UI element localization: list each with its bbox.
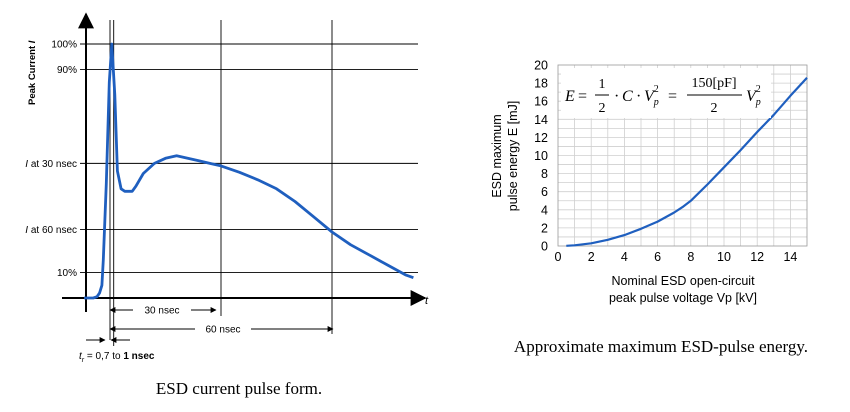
esd-energy-y-tick: 12 (534, 131, 548, 145)
esd-pulse-curve (84, 42, 414, 300)
esd-energy-x-tick: 6 (654, 250, 661, 264)
esd-energy-y-tick: 14 (534, 113, 548, 127)
esd-pulse-grid (80, 43, 418, 274)
energy-formula-bg (561, 68, 771, 118)
esd-pulse-caption: ESD current pulse form. (156, 379, 322, 398)
formula-vp2: Vp2 (746, 84, 761, 108)
esd-energy-y-tick: 4 (541, 203, 548, 217)
esd-pulse-y-tick-label: 10% (57, 268, 77, 279)
formula-dot1: · (614, 88, 619, 105)
formula-eq1: = (578, 88, 587, 105)
esd-energy-caption: Approximate maximum ESD-pulse energy. (514, 337, 808, 356)
esd-energy-y-tick: 8 (541, 167, 548, 181)
dim-30ns-label-bg (133, 302, 191, 316)
esd-energy-x-tick-labels: 0 2 4 6 8 10 12 14 (555, 250, 798, 264)
formula-den2: 2 (711, 101, 718, 116)
esd-energy-y-tick: 16 (534, 95, 548, 109)
esd-energy-y-tick: 0 (541, 240, 548, 254)
esd-energy-x-tick: 2 (588, 250, 595, 264)
esd-pulse-y-tick-label: 90% (57, 65, 77, 76)
esd-energy-x-label-line2: peak pulse voltage Vp [kV] (609, 291, 757, 305)
formula-num1: 1 (599, 77, 606, 92)
formula-eq2: = (668, 88, 677, 105)
esd-energy-plot-frame (557, 64, 808, 247)
esd-energy-curve (566, 76, 808, 247)
esd-energy-y-label-line2: pulse energy E [mJ] (506, 101, 520, 211)
formula-den1: 2 (599, 101, 606, 116)
esd-energy-y-label-line1: ESD maximum (490, 114, 504, 197)
esd-energy-x-tick: 12 (750, 250, 764, 264)
esd-energy-y-tick: 18 (534, 77, 548, 91)
energy-formula: E = 1 2 · C · Vp2 = 150[pF] 2 Vp2 (561, 68, 771, 118)
esd-energy-y-tick-labels: 0 2 4 6 8 10 12 14 16 18 20 (534, 59, 548, 254)
esd-energy-x-tick: 14 (783, 250, 797, 264)
esd-energy-x-tick: 8 (687, 250, 694, 264)
esd-energy-x-tick: 10 (717, 250, 731, 264)
esd-energy-x-label-line1: Nominal ESD open-circuit (611, 274, 755, 288)
dim-60ns-label: 60 nsec (205, 325, 240, 336)
esd-energy-y-tick: 2 (541, 221, 548, 235)
esd-energy-x-tick: 0 (555, 250, 562, 264)
formula-num2: 150[pF] (691, 76, 736, 91)
esd-energy-y-tick: 10 (534, 149, 548, 163)
rise-time-label: tr = 0,7 to 1 nsec (79, 351, 155, 364)
esd-pulse-y-tick-labels: 100% 90% I at 30 nsec I at 60 nsec 10% (25, 40, 77, 280)
esd-energy-y-tick: 20 (534, 59, 548, 73)
formula-e: E (564, 88, 575, 105)
esd-energy-x-tick: 4 (621, 250, 628, 264)
esd-pulse-y-label: Peak Current I (27, 40, 38, 105)
esd-pulse-x-label: t (425, 295, 429, 307)
formula-dot2: · (636, 88, 641, 105)
dim-60ns-label-bg (195, 321, 251, 335)
dim-30ns-label: 30 nsec (144, 306, 179, 317)
esd-energy-y-tick: 6 (541, 185, 548, 199)
esd-pulse-y-tick-label: I at 60 nsec (25, 225, 77, 236)
formula-c: C (622, 88, 633, 105)
formula-vp1: Vp2 (644, 84, 659, 108)
esd-pulse-chart: Peak Current I t 100% 90% I at 30 nsec I at… (25, 12, 429, 398)
esd-pulse-y-tick-label: 100% (51, 40, 77, 51)
esd-pulse-y-tick-label: I at 30 nsec (25, 159, 77, 170)
